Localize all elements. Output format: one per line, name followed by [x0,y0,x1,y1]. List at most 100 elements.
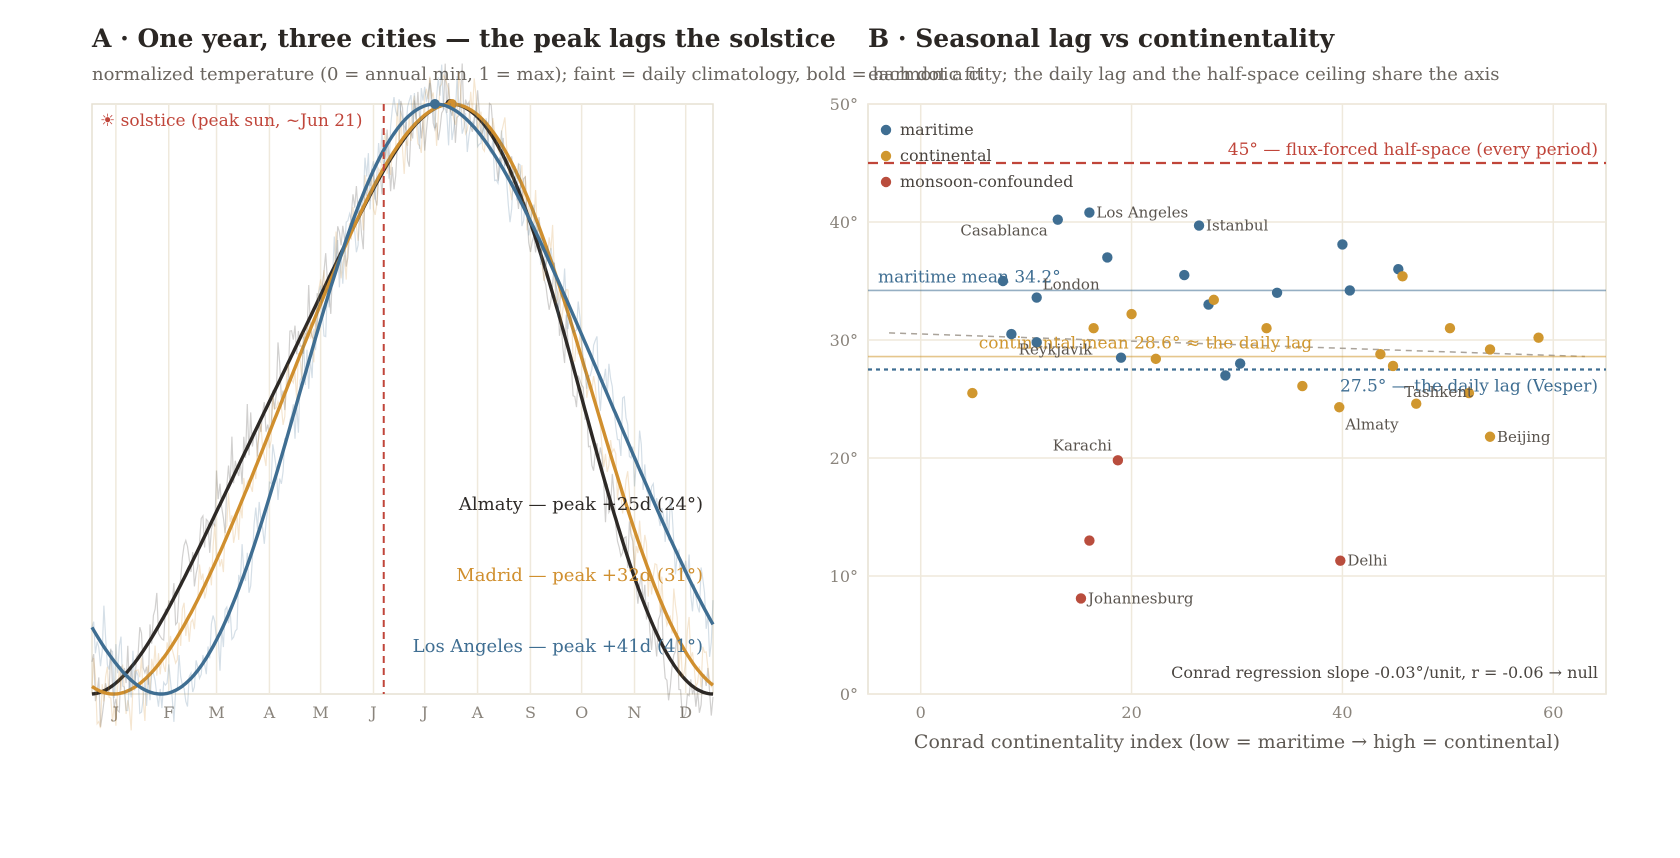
month-tick-label: F [163,703,174,722]
legend-label: monsoon-confounded [900,172,1073,191]
panel-b-plot-area [867,103,1607,695]
panel-b-title: B · Seasonal lag vs continentality [868,24,1335,53]
daily-climatology-almaty [91,63,714,727]
legend-marker [880,150,892,162]
x-tick-label: 40 [1332,703,1352,722]
y-tick-label: 40° [830,213,858,232]
panel-a-subtitle: normalized temperature (0 = annual min, … [92,64,984,85]
data-point-continental [1088,323,1099,334]
data-point-continental [1297,380,1308,392]
legend-label: continental [900,146,992,165]
x-tick-label: 20 [1121,703,1141,722]
harmonic-fit-madrid [91,102,715,696]
regression-annotation: Conrad regression slope -0.03°/unit, r =… [1171,663,1598,682]
data-point-continental [1533,332,1544,343]
data-point-continental [1150,353,1162,365]
city-label: Johannesburg [1086,589,1194,607]
month-tick-label: M [312,703,328,722]
y-tick-label: 10° [830,567,858,586]
month-tick-label: J [368,703,376,722]
city-label: Istanbul [1206,217,1269,235]
data-point-monsoon-confounded [1335,555,1346,566]
daily-climatology-madrid [91,72,714,731]
data-point-continental [1261,323,1272,334]
month-tick-label: J [419,703,427,722]
data-point-maritime [1220,370,1231,381]
series-label: Almaty — peak +25d (24°) [458,494,703,515]
reference-label-continental-mean: continental mean 28.6° ≈ the daily lag [979,334,1313,354]
data-point-continental [1484,431,1496,442]
data-point-monsoon-confounded [1112,455,1124,466]
city-label: Los Angeles [1096,204,1188,222]
data-point-maritime [1337,239,1348,250]
data-point-continental [1444,323,1456,334]
data-point-maritime [1193,220,1205,231]
data-point-continental [1334,402,1345,413]
month-tick-label: D [679,703,692,722]
data-point-maritime [1115,352,1127,363]
x-axis-label: Conrad continentality index (low = marit… [914,731,1560,753]
panel-a-title: A · One year, three cities — the peak la… [92,24,836,53]
panel-b-subtitle: each dot a city; the daily lag and the h… [868,64,1500,85]
data-point-maritime [1179,269,1190,281]
y-tick-label: 20° [830,449,858,468]
x-tick-label: 0 [916,703,926,722]
city-label: Reykjavik [1019,340,1094,358]
month-tick-label: O [575,703,588,722]
y-tick-label: 50° [830,95,858,114]
data-point-continental [1397,271,1408,282]
data-point-maritime [1006,328,1017,340]
month-tick-label: J [111,703,119,722]
legend-marker [880,176,892,188]
data-point-continental [1387,360,1399,372]
data-point-continental [1126,308,1137,320]
legend-label: maritime [900,120,974,139]
reference-label-maritime-mean: maritime mean 34.2° [878,267,1061,287]
month-tick-label: A [471,703,484,722]
city-label: Karachi [1053,436,1112,454]
data-point-maritime [1084,207,1095,218]
data-point-maritime [1031,292,1042,303]
city-label: Almaty [1344,415,1399,433]
month-tick-label: N [628,703,642,722]
data-point-monsoon-confounded [1075,593,1087,604]
city-label: Beijing [1497,428,1551,446]
data-point-maritime [1271,287,1283,298]
harmonic-fit-los-angeles [90,102,715,696]
series-label: Madrid — peak +32d (31°) [456,565,703,586]
data-point-maritime [1031,337,1042,348]
city-label: Tashkent [1404,383,1473,401]
x-tick-label: 60 [1543,703,1563,722]
data-point-maritime [1052,214,1063,225]
data-point-continental [1208,294,1220,306]
data-point-maritime [1344,285,1356,296]
peak-marker [429,99,440,109]
month-tick-label: M [208,703,224,722]
daily-climatology-los-angeles [91,64,714,722]
month-tick-label: S [525,703,536,722]
series-label: Los Angeles — peak +41d (41°) [413,636,703,657]
panel-b-scatter-chart: 0° 10° 20° 30° 40° 50° 0 20 40 60 Conrad continent… [830,95,1607,753]
data-point-continental [1411,398,1422,409]
reference-label-daily-lag: 27.5° — the daily lag (Vesper) [1340,377,1598,397]
data-point-continental [1463,387,1475,399]
data-point-maritime [997,275,1009,287]
panel-a-line-chart: J F M A M J J A S O N D ☀ solstice (peak sun, ~Jun 2… [90,63,715,731]
month-tick-label: A [263,703,276,722]
city-label: London [1043,276,1100,294]
city-label: Casablanca [960,222,1047,240]
solstice-label: ☀ solstice (peak sun, ~Jun 21) [100,111,363,131]
reference-label-half-space: 45° — flux-forced half-space (every peri… [1228,140,1598,160]
city-label: Delhi [1347,552,1387,570]
panel-a-plot-area [91,103,714,695]
data-point-maritime [1234,358,1246,369]
legend-marker [880,124,892,136]
data-point-continental [1484,344,1496,355]
data-point-maritime [1102,252,1113,263]
data-point-continental [1375,348,1386,360]
y-tick-label: 30° [830,331,858,350]
data-point-monsoon-confounded [1084,535,1095,546]
data-point-continental [967,387,978,399]
y-tick-label: 0° [840,685,858,704]
